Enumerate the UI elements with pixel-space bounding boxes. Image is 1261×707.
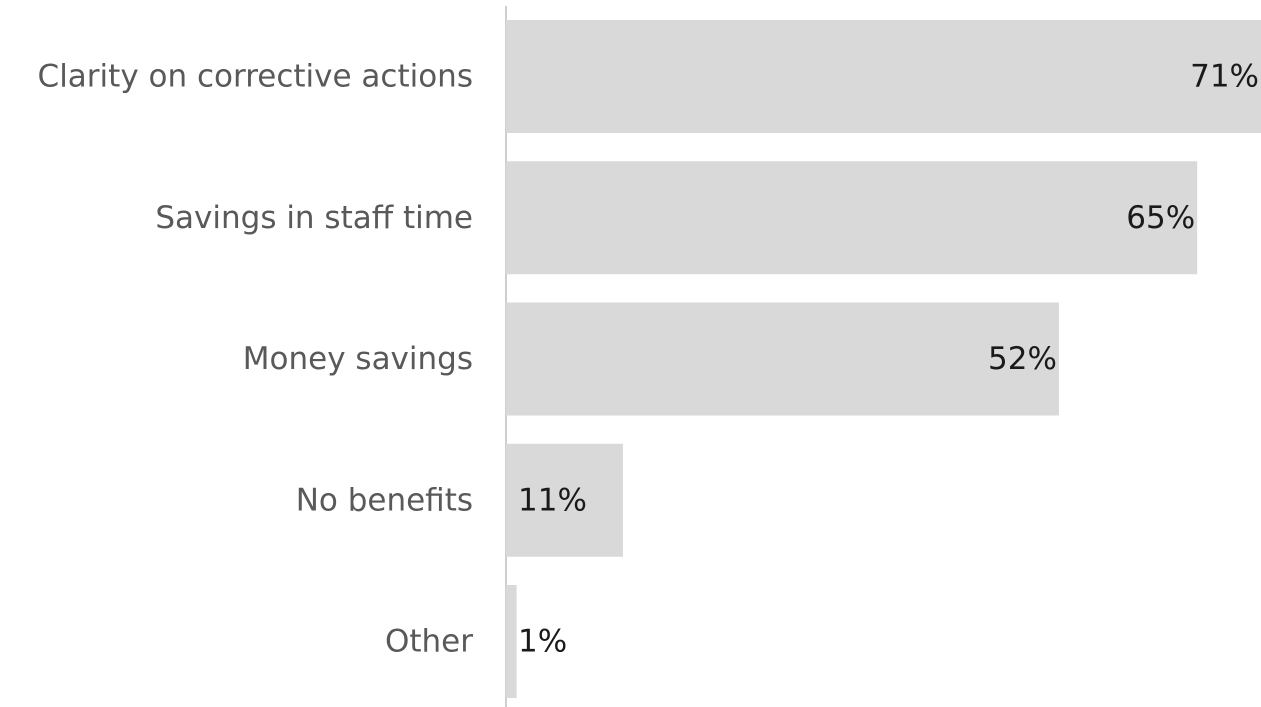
value-label-2: 52% <box>988 341 1057 377</box>
category-label-0: Clarity on corrective actions <box>38 59 473 95</box>
value-labels-group: 71% 65% 52% 11% 1% <box>518 59 1259 660</box>
category-label-3: No benefits <box>296 482 473 518</box>
value-label-1: 65% <box>1126 200 1195 236</box>
bar-0 <box>506 20 1261 133</box>
bar-4 <box>506 585 517 698</box>
category-label-4: Other <box>385 624 473 660</box>
value-label-0: 71% <box>1190 59 1259 95</box>
bar-2 <box>506 302 1059 416</box>
category-label-2: Money savings <box>243 341 473 377</box>
category-label-1: Savings in staff time <box>155 200 473 236</box>
bar-1 <box>506 161 1198 275</box>
value-label-4: 1% <box>518 624 567 660</box>
value-label-3: 11% <box>518 482 587 518</box>
bars-group <box>506 20 1261 698</box>
category-labels-group: Clarity on corrective actions Savings in … <box>38 59 474 660</box>
bar-3 <box>506 443 623 557</box>
